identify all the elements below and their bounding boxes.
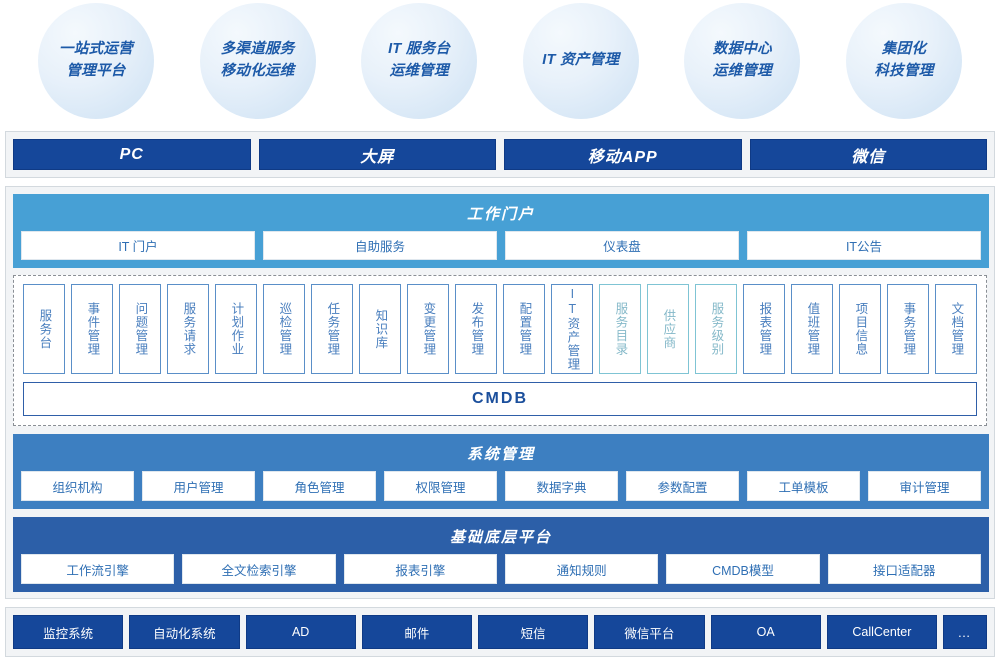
- sysmgmt-item-parameter-config[interactable]: 参数配置: [626, 471, 739, 501]
- work-portal-band: 工作门户 IT 门户 自助服务 仪表盘 IT公告: [13, 194, 989, 268]
- portal-item-it-portal[interactable]: IT 门户: [21, 231, 255, 260]
- value-proposition-bubble-row: 一站式运营 管理平台 多渠道服务 移动化运维 IT 服务台 运维管理 IT 资产…: [0, 0, 1000, 122]
- module-service-catalog[interactable]: 服务目录: [599, 284, 641, 374]
- system-management-band: 系统管理 组织机构 用户管理 角色管理 权限管理 数据字典 参数配置 工单模板 …: [13, 434, 989, 509]
- integration-item-more[interactable]: …: [943, 615, 987, 649]
- module-service-request[interactable]: 服务请求: [167, 284, 209, 374]
- integration-item-email[interactable]: 邮件: [361, 615, 472, 649]
- bubble-line: 运维管理: [712, 63, 772, 79]
- channel-layer: PC 大屏 移动APP 微信: [5, 131, 995, 178]
- bubble-line: 管理平台: [66, 63, 126, 79]
- sysmgmt-item-user-management[interactable]: 用户管理: [142, 471, 255, 501]
- module-duty-management[interactable]: 值班管理: [791, 284, 833, 374]
- integration-item-wechat-platform[interactable]: 微信平台: [594, 615, 705, 649]
- bubble-line: IT 资产管理: [542, 52, 620, 69]
- module-service-desk[interactable]: 服务台: [23, 284, 65, 374]
- base-platform-title: 基础底层平台: [449, 529, 552, 546]
- bubble-group-technology: 集团化 科技管理: [845, 3, 962, 119]
- bubble-data-center: 数据中心 运维管理: [684, 3, 801, 119]
- module-release-management[interactable]: 发布管理: [455, 284, 497, 374]
- bubble-line: 集团化: [881, 41, 927, 58]
- work-portal-items: IT 门户 自助服务 仪表盘 IT公告: [21, 231, 981, 260]
- bubble-it-asset-management: IT 资产管理: [522, 3, 639, 119]
- channel-item-wechat[interactable]: 微信: [749, 139, 987, 170]
- integration-item-callcenter[interactable]: CallCenter: [826, 615, 937, 649]
- baseplat-item-interface-adapter[interactable]: 接口适配器: [827, 554, 981, 584]
- module-strip: 服务台 事件管理 问题管理 服务请求 计划作业 巡检管理 任务管理 知识库 变更…: [23, 284, 977, 374]
- module-affairs-management[interactable]: 事务管理: [887, 284, 929, 374]
- sysmgmt-item-organization[interactable]: 组织机构: [21, 471, 134, 501]
- bubble-line: 多渠道服务: [220, 41, 295, 58]
- portal-item-it-announcement[interactable]: IT公告: [747, 231, 981, 260]
- channel-item-pc[interactable]: PC: [13, 139, 251, 170]
- itsm-module-region: 服务台 事件管理 问题管理 服务请求 计划作业 巡检管理 任务管理 知识库 变更…: [13, 275, 987, 426]
- module-planned-job[interactable]: 计划作业: [215, 284, 257, 374]
- baseplat-item-fulltext-search-engine[interactable]: 全文检索引擎: [182, 554, 336, 584]
- module-change-management[interactable]: 变更管理: [407, 284, 449, 374]
- module-problem-management[interactable]: 问题管理: [119, 284, 161, 374]
- module-task-management[interactable]: 任务管理: [311, 284, 353, 374]
- integration-item-automation-system[interactable]: 自动化系统: [129, 615, 240, 649]
- baseplat-item-workflow-engine[interactable]: 工作流引擎: [21, 554, 175, 584]
- base-platform-items: 工作流引擎 全文检索引擎 报表引擎 通知规则 CMDB模型 接口适配器: [21, 554, 981, 584]
- work-portal-title: 工作门户: [466, 206, 535, 223]
- sysmgmt-item-ticket-template[interactable]: 工单模板: [747, 471, 860, 501]
- channel-item-mobile-app[interactable]: 移动APP: [504, 139, 742, 170]
- baseplat-item-notification-rules[interactable]: 通知规则: [504, 554, 659, 584]
- system-management-items: 组织机构 用户管理 角色管理 权限管理 数据字典 参数配置 工单模板 审计管理: [21, 471, 981, 501]
- module-document-management[interactable]: 文档管理: [935, 284, 977, 374]
- portal-item-dashboard[interactable]: 仪表盘: [505, 231, 739, 260]
- integration-layer: 监控系统 自动化系统 AD 邮件 短信 微信平台 OA CallCenter …: [5, 607, 995, 657]
- bubble-line: 数据中心: [712, 41, 772, 58]
- bubble-multichannel-service: 多渠道服务 移动化运维: [199, 3, 316, 119]
- cmdb-bar[interactable]: CMDB: [23, 382, 977, 416]
- integration-item-sms[interactable]: 短信: [478, 615, 589, 649]
- module-configuration-management[interactable]: 配置管理: [503, 284, 545, 374]
- sysmgmt-item-audit-management[interactable]: 审计管理: [868, 471, 981, 501]
- bubble-one-stop-operations: 一站式运营 管理平台: [38, 3, 154, 119]
- module-supplier[interactable]: 供应商: [647, 284, 689, 374]
- bubble-line: 科技管理: [874, 63, 934, 79]
- baseplat-item-cmdb-model[interactable]: CMDB模型: [666, 554, 820, 584]
- module-report-management[interactable]: 报表管理: [743, 284, 785, 374]
- module-knowledge-base[interactable]: 知识库: [359, 284, 401, 374]
- system-management-title: 系统管理: [466, 446, 535, 463]
- sysmgmt-item-role-management[interactable]: 角色管理: [263, 471, 376, 501]
- sysmgmt-item-permission-management[interactable]: 权限管理: [384, 471, 497, 501]
- module-incident-management[interactable]: 事件管理: [71, 284, 113, 374]
- channel-item-large-screen[interactable]: 大屏: [258, 139, 496, 170]
- bubble-line: 移动化运维: [220, 63, 295, 79]
- bubble-line: 一站式运营: [59, 41, 133, 58]
- baseplat-item-report-engine[interactable]: 报表引擎: [343, 554, 497, 584]
- platform-layers-panel: 工作门户 IT 门户 自助服务 仪表盘 IT公告 服务台 事件管理 问题管理 服…: [5, 186, 995, 599]
- module-inspection-management[interactable]: 巡检管理: [263, 284, 305, 374]
- module-project-information[interactable]: 项目信息: [839, 284, 881, 374]
- bubble-it-service-desk: IT 服务台 运维管理: [361, 3, 478, 119]
- sysmgmt-item-data-dictionary[interactable]: 数据字典: [505, 471, 618, 501]
- module-service-level[interactable]: 服务级别: [695, 284, 737, 374]
- integration-item-oa[interactable]: OA: [710, 615, 821, 649]
- base-platform-band: 基础底层平台 工作流引擎 全文检索引擎 报表引擎 通知规则 CMDB模型 接口适…: [13, 517, 989, 592]
- bubble-line: 运维管理: [389, 63, 449, 79]
- module-it-asset-management[interactable]: IT资产管理: [551, 284, 593, 374]
- portal-item-self-service[interactable]: 自助服务: [263, 231, 497, 260]
- integration-item-monitoring-system[interactable]: 监控系统: [13, 615, 124, 649]
- integration-item-ad[interactable]: AD: [245, 615, 356, 649]
- bubble-line: IT 服务台: [388, 41, 451, 58]
